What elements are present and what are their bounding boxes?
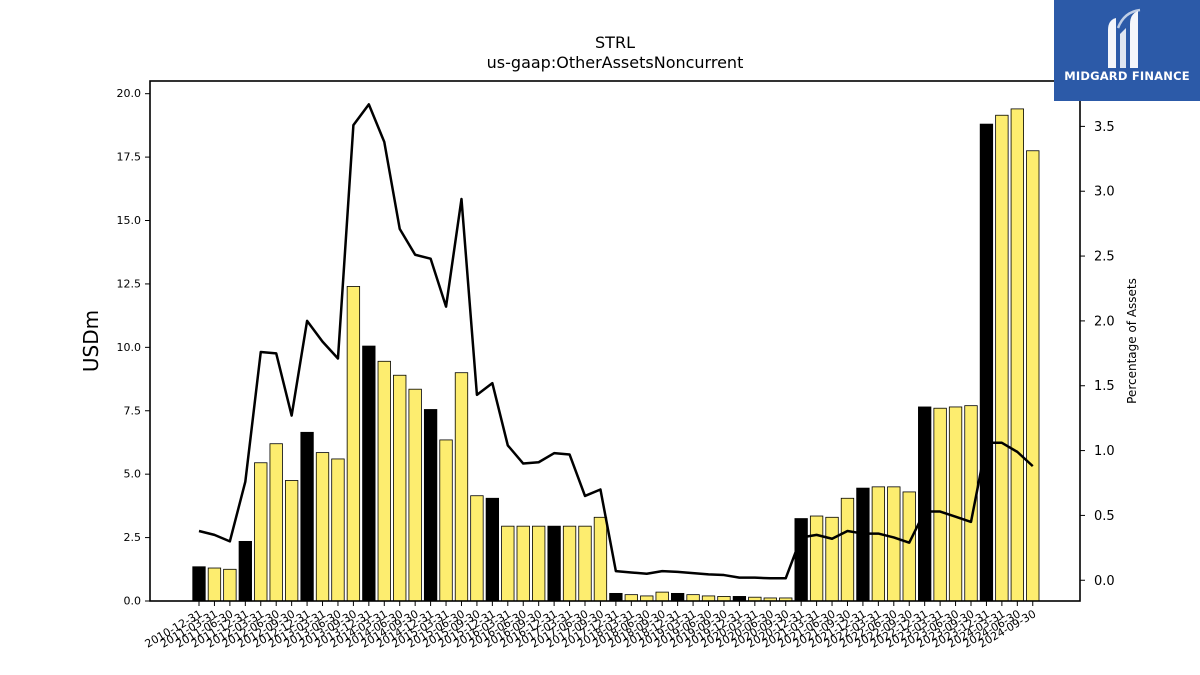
y2-axis-ticks: 0.0 0.5 1.0 1.5 2.0 2.5 3.0 3.5	[1080, 120, 1115, 589]
y-tick-label: 15.0	[117, 214, 142, 227]
bar	[887, 486, 901, 602]
y2-tick-label: 0.0	[1094, 574, 1115, 589]
bar	[300, 431, 314, 602]
bar	[547, 525, 561, 602]
y2-axis-label: Percentage of Assets	[1125, 278, 1139, 404]
bar	[346, 286, 361, 602]
bar	[979, 123, 994, 602]
bar	[423, 409, 438, 602]
bar	[825, 516, 839, 602]
y-axis-ticks: 0.0 2.5 5.0 7.5 10.0 12.5 15.0 17.5 20.0	[117, 87, 150, 608]
bar	[254, 462, 268, 602]
bar	[948, 406, 963, 602]
y-tick-label: 5.0	[124, 468, 142, 481]
bar	[532, 525, 546, 602]
bar	[794, 518, 808, 602]
bar	[501, 525, 515, 602]
bar	[624, 594, 638, 602]
bars-group	[192, 108, 1040, 602]
bar	[918, 406, 932, 602]
y2-tick-label: 3.5	[1094, 120, 1115, 135]
y2-tick-label: 2.0	[1094, 314, 1115, 329]
bar	[578, 525, 592, 602]
y2-tick-label: 1.5	[1094, 379, 1115, 394]
bar	[207, 567, 222, 602]
midgard-logo-icon	[1108, 8, 1141, 68]
bar	[362, 345, 376, 602]
bar	[1010, 108, 1024, 602]
bar	[562, 525, 577, 602]
bar	[609, 592, 623, 602]
bar	[331, 458, 345, 602]
bar	[655, 591, 669, 602]
y-tick-label: 0.0	[124, 595, 142, 608]
bar	[809, 515, 824, 602]
bar	[516, 525, 530, 602]
y2-tick-label: 2.5	[1094, 250, 1115, 265]
bar	[238, 540, 252, 602]
bar	[933, 407, 947, 602]
series-line	[198, 103, 1034, 580]
bar	[377, 360, 391, 602]
bar	[439, 439, 453, 602]
bar	[995, 114, 1009, 602]
y-tick-label: 2.5	[124, 531, 142, 544]
logo-text: MIDGARD FINANCE	[1064, 69, 1190, 83]
bar	[269, 443, 283, 602]
bar	[192, 566, 206, 602]
bar	[315, 452, 330, 602]
bar	[223, 568, 237, 602]
y2-tick-label: 0.5	[1094, 509, 1115, 524]
logo: MIDGARD FINANCE	[1054, 0, 1200, 101]
bar	[393, 374, 407, 602]
y-axis-label: USDm	[79, 310, 103, 372]
y-tick-label: 12.5	[117, 277, 142, 290]
bar	[284, 480, 299, 602]
bar	[856, 487, 870, 602]
chart-subtitle: us-gaap:OtherAssetsNoncurrent	[487, 53, 744, 72]
bar	[485, 497, 500, 602]
y2-tick-label: 1.0	[1094, 444, 1115, 459]
bar	[840, 497, 855, 602]
y-tick-label: 20.0	[117, 87, 142, 100]
bar	[593, 516, 608, 602]
y2-tick-label: 3.0	[1094, 185, 1115, 200]
chart-title: STRL	[595, 33, 635, 52]
plot-frame	[149, 80, 1081, 602]
x-axis-ticks: 2010-12-312011-03-312011-06-302011-12-31…	[143, 601, 1038, 651]
bar	[454, 372, 469, 602]
bar	[408, 388, 422, 602]
y-tick-label: 17.5	[117, 151, 142, 164]
y-tick-label: 10.0	[117, 341, 142, 354]
y-tick-label: 7.5	[124, 404, 142, 417]
bar	[902, 491, 916, 602]
bar	[871, 486, 886, 602]
bar	[686, 594, 700, 602]
bar	[1026, 150, 1040, 602]
bar	[470, 495, 484, 602]
bar	[670, 592, 685, 602]
line-group	[198, 103, 1034, 580]
